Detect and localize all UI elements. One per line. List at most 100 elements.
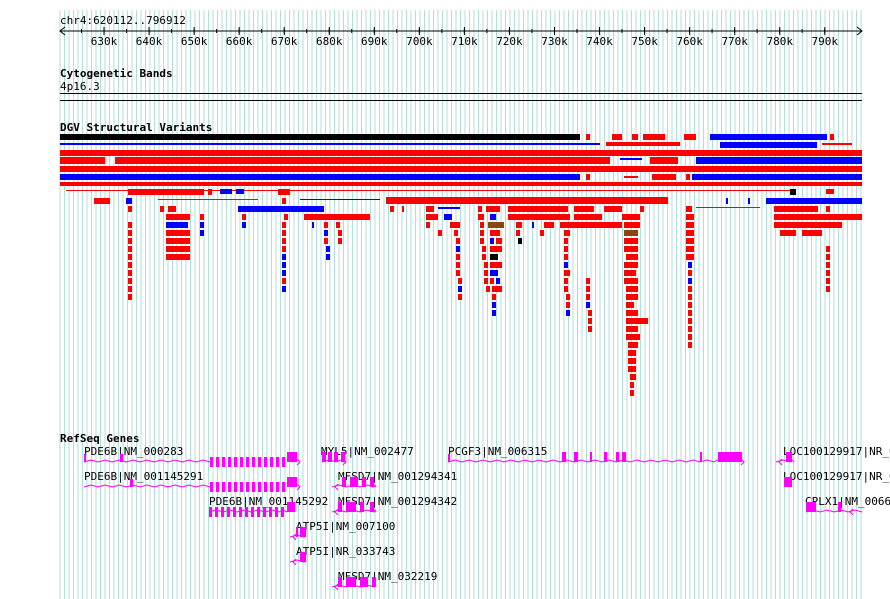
cytoband-label[interactable]: 4p16.3 bbox=[60, 80, 100, 93]
dgv-variant-bar[interactable] bbox=[826, 189, 834, 194]
gene-exon[interactable] bbox=[264, 482, 267, 492]
dgv-variant-bar[interactable] bbox=[586, 174, 590, 180]
dgv-variant-bar[interactable] bbox=[696, 157, 862, 164]
dgv-variant-bar[interactable] bbox=[486, 206, 500, 212]
dgv-variant-bar[interactable] bbox=[826, 262, 830, 268]
gene-label-loc100129917-a[interactable]: LOC100129917|NR_03 bbox=[783, 445, 890, 458]
dgv-variant-bar[interactable] bbox=[826, 206, 830, 212]
dgv-variant-bar[interactable] bbox=[282, 238, 286, 244]
gene-exon[interactable] bbox=[372, 577, 376, 587]
dgv-variant-bar[interactable] bbox=[688, 318, 692, 324]
dgv-variant-bar[interactable] bbox=[128, 189, 204, 195]
dgv-variant-bar[interactable] bbox=[640, 206, 644, 212]
dgv-variant-bar[interactable] bbox=[574, 214, 602, 220]
dgv-variant-bar[interactable] bbox=[684, 134, 696, 140]
gene-exon[interactable] bbox=[257, 507, 260, 517]
gene-exon[interactable] bbox=[341, 452, 345, 462]
dgv-variant-bar[interactable] bbox=[826, 254, 830, 260]
dgv-variant-bar[interactable] bbox=[282, 278, 286, 284]
dgv-variant-bar[interactable] bbox=[490, 278, 494, 284]
dgv-variant-bar[interactable] bbox=[60, 157, 105, 164]
dgv-variant-bar[interactable] bbox=[626, 310, 638, 316]
strand-arrow[interactable] bbox=[334, 483, 339, 491]
dgv-variant-bar[interactable] bbox=[208, 189, 212, 195]
gene-exon[interactable] bbox=[264, 457, 267, 467]
dgv-variant-bar[interactable] bbox=[282, 286, 286, 292]
dgv-variant-bar[interactable] bbox=[326, 254, 330, 260]
gene-exon[interactable] bbox=[276, 482, 279, 492]
gene-label-pde6b-nm-001145292[interactable]: PDE6B|NM_001145292 bbox=[209, 495, 329, 508]
gene-exon[interactable] bbox=[252, 482, 255, 492]
gene-exon[interactable] bbox=[216, 482, 219, 492]
dgv-variant-bar[interactable] bbox=[324, 238, 328, 244]
dgv-variant-bar[interactable] bbox=[688, 286, 692, 292]
dgv-variant-bar[interactable] bbox=[774, 222, 842, 228]
gene-exon[interactable] bbox=[590, 452, 592, 462]
dgv-variant-bar[interactable] bbox=[444, 214, 452, 220]
dgv-variant-bar[interactable] bbox=[696, 207, 760, 208]
dgv-variant-bar[interactable] bbox=[564, 254, 568, 260]
dgv-variant-bar[interactable] bbox=[426, 222, 430, 228]
dgv-variant-bar[interactable] bbox=[826, 246, 830, 252]
dgv-variant-bar[interactable] bbox=[686, 254, 694, 260]
gene-label-loc100129917-b[interactable]: LOC100129917|NR_03 bbox=[783, 470, 890, 483]
dgv-variant-bar[interactable] bbox=[282, 270, 286, 276]
dgv-variant-bar[interactable] bbox=[626, 286, 638, 292]
gene-exon[interactable] bbox=[616, 452, 619, 462]
dgv-variant-bar[interactable] bbox=[688, 310, 692, 316]
gene-exon[interactable] bbox=[234, 457, 237, 467]
dgv-variant-bar[interactable] bbox=[612, 134, 622, 140]
gene-exon[interactable] bbox=[245, 507, 248, 517]
dgv-variant-bar[interactable] bbox=[626, 326, 638, 332]
dgv-variant-bar[interactable] bbox=[478, 206, 482, 212]
dgv-variant-bar[interactable] bbox=[564, 238, 568, 244]
dgv-variant-bar[interactable] bbox=[60, 134, 580, 140]
dgv-variant-bar[interactable] bbox=[402, 206, 404, 212]
dgv-variant-bar[interactable] bbox=[60, 150, 862, 156]
dgv-variant-bar[interactable] bbox=[326, 246, 330, 252]
dgv-variant-bar[interactable] bbox=[480, 230, 484, 236]
dgv-variant-bar[interactable] bbox=[624, 222, 640, 228]
dgv-variant-bar[interactable] bbox=[492, 286, 502, 292]
dgv-variant-bar[interactable] bbox=[586, 302, 590, 308]
dgv-variant-bar[interactable] bbox=[632, 134, 638, 140]
dgv-variant-bar[interactable] bbox=[686, 206, 692, 212]
dgv-variant-bar[interactable] bbox=[456, 246, 460, 252]
dgv-variant-bar[interactable] bbox=[564, 286, 568, 292]
gene-intron[interactable] bbox=[83, 459, 211, 463]
gene-exon[interactable] bbox=[239, 507, 242, 517]
dgv-variant-bar[interactable] bbox=[774, 214, 862, 220]
ruler-axis[interactable] bbox=[58, 26, 866, 38]
dgv-variant-bar[interactable] bbox=[626, 254, 638, 260]
gene-exon[interactable] bbox=[806, 502, 816, 512]
dgv-variant-bar[interactable] bbox=[324, 230, 328, 236]
dgv-variant-bar[interactable] bbox=[686, 174, 690, 180]
dgv-variant-bar[interactable] bbox=[688, 294, 692, 300]
dgv-variant-bar[interactable] bbox=[566, 294, 570, 300]
gene-exon[interactable] bbox=[786, 452, 792, 462]
dgv-variant-bar[interactable] bbox=[128, 230, 132, 236]
gene-label-mfsd7-nm-001294341[interactable]: MFSD7|NM_001294341 bbox=[338, 470, 458, 483]
dgv-variant-bar[interactable] bbox=[66, 190, 792, 191]
dgv-variant-bar[interactable] bbox=[450, 222, 460, 228]
dgv-variant-bar[interactable] bbox=[304, 214, 370, 220]
strand-arrow[interactable] bbox=[296, 483, 301, 491]
dgv-variant-bar[interactable] bbox=[726, 198, 728, 204]
dgv-variant-bar[interactable] bbox=[166, 230, 190, 236]
dgv-variant-bar[interactable] bbox=[492, 310, 496, 316]
dgv-variant-bar[interactable] bbox=[160, 206, 164, 212]
gene-exon[interactable] bbox=[130, 479, 133, 487]
dgv-variant-bar[interactable] bbox=[774, 206, 818, 212]
dgv-variant-bar[interactable] bbox=[566, 302, 570, 308]
strand-arrow[interactable] bbox=[292, 533, 297, 541]
dgv-variant-bar[interactable] bbox=[688, 326, 692, 332]
dgv-variant-bar[interactable] bbox=[338, 214, 368, 220]
gene-exon[interactable] bbox=[346, 577, 356, 587]
gene-exon[interactable] bbox=[222, 482, 225, 492]
dgv-variant-bar[interactable] bbox=[586, 134, 590, 140]
dgv-variant-bar[interactable] bbox=[624, 238, 638, 244]
gene-exon[interactable] bbox=[215, 507, 218, 517]
dgv-variant-bar[interactable] bbox=[458, 294, 462, 300]
gene-exon[interactable] bbox=[338, 502, 342, 512]
dgv-variant-bar[interactable] bbox=[496, 278, 500, 284]
